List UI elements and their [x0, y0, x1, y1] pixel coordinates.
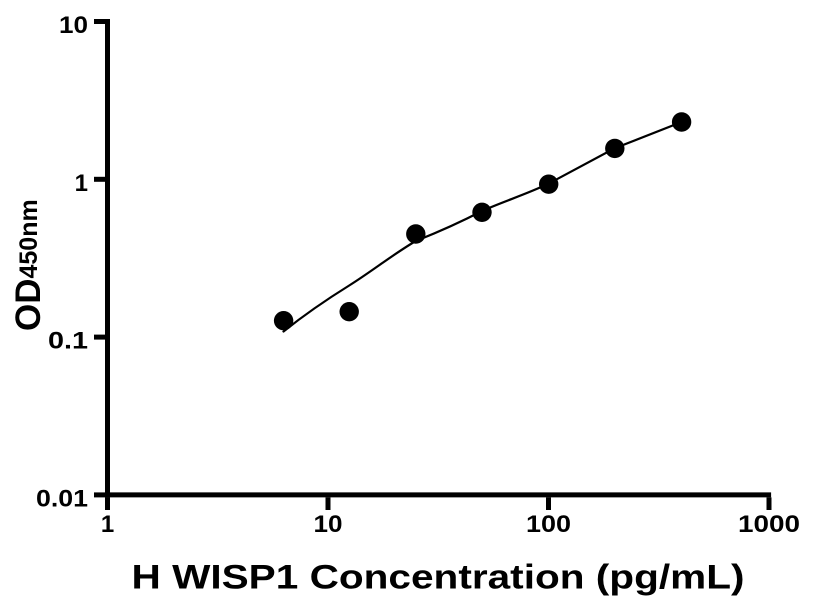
svg-text:100: 100 — [526, 511, 571, 538]
svg-text:10: 10 — [59, 12, 88, 39]
svg-text:OD450nm: OD450nm — [9, 199, 48, 331]
svg-text:0.1: 0.1 — [48, 328, 88, 355]
svg-text:1000: 1000 — [738, 511, 800, 538]
svg-text:H WISP1 Concentration (pg/mL): H WISP1 Concentration (pg/mL) — [132, 559, 745, 597]
svg-text:1: 1 — [75, 170, 88, 197]
svg-text:0.01: 0.01 — [36, 485, 88, 512]
svg-text:10: 10 — [314, 511, 343, 538]
svg-text:1: 1 — [101, 511, 114, 538]
